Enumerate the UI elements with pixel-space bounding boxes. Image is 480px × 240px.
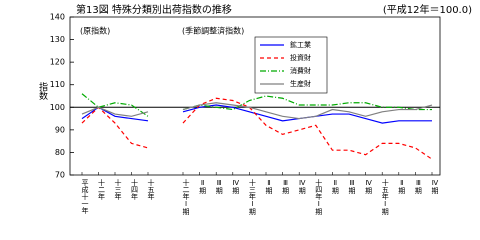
series-line: [182, 97, 433, 160]
series-line: [182, 102, 433, 120]
legend-label: 消費財: [290, 66, 311, 75]
y-tick-label: 90: [55, 125, 65, 134]
y-axis-label: 指数: [37, 81, 48, 101]
series-line: [81, 106, 149, 149]
x-tick-label: 十二年Ⅰ期: [182, 178, 190, 216]
x-tick-label: 十四年Ⅰ期: [315, 178, 323, 216]
x-tick-label: Ⅲ期: [348, 179, 356, 195]
panel-label: (原指数): [80, 26, 110, 36]
page: 第13図 特殊分類別出荷指数の推移 (平成12年＝100.0) 指数 70 80 9…: [37, 3, 473, 217]
x-tick-label: Ⅱ期: [331, 179, 339, 195]
series-line: [81, 93, 149, 117]
x-tick-label: 十三年: [114, 178, 122, 201]
series-line: [81, 106, 149, 117]
plot-frame: [69, 16, 441, 176]
series-line: [182, 95, 432, 111]
x-tick-label: Ⅳ期: [431, 179, 439, 195]
y-tick-label: 70: [55, 171, 65, 180]
panel-label: (季節調整済指数): [182, 26, 244, 36]
x-tick-label: Ⅲ期: [414, 179, 422, 195]
legend-label: 鉱工業: [290, 40, 311, 49]
chart-title: 第13図 特殊分類別出荷指数の推移: [76, 3, 232, 16]
x-tick-label: Ⅳ期: [365, 179, 373, 195]
x-tick-label: Ⅲ期: [215, 179, 223, 195]
x-tick-label: 十五年Ⅰ期: [381, 178, 389, 216]
y-tick-label: 110: [50, 80, 65, 89]
y-tick-label: 100: [50, 103, 65, 112]
x-tick-label: 十三年Ⅰ期: [248, 178, 256, 216]
x-tick-label: 十二年: [98, 178, 106, 201]
legend-label: 生産財: [290, 79, 311, 88]
legend-label: 投資財: [290, 53, 311, 62]
y-tick-label: 120: [50, 58, 65, 67]
x-tick-label: Ⅱ期: [199, 179, 207, 195]
series-line: [81, 106, 149, 122]
x-tick-label: Ⅱ期: [265, 179, 273, 195]
x-tick-label: 十四年: [131, 178, 139, 201]
x-tick-label: Ⅲ期: [282, 179, 290, 195]
x-tick-label: Ⅳ期: [298, 179, 306, 195]
x-tick-label: Ⅱ期: [398, 179, 406, 195]
x-tick-label: Ⅳ期: [232, 179, 240, 195]
x-tick-label: 平成十一年: [81, 179, 89, 215]
chart: 第13図 特殊分類別出荷指数の推移 (平成12年＝100.0) 指数 70 80 9…: [37, 3, 472, 216]
x-tick-label: 十五年: [147, 178, 155, 201]
note: (平成12年＝100.0): [383, 3, 472, 16]
y-tick-label: 80: [55, 148, 65, 157]
y-tick-label: 140: [50, 13, 65, 22]
y-tick-label: 130: [50, 35, 65, 44]
